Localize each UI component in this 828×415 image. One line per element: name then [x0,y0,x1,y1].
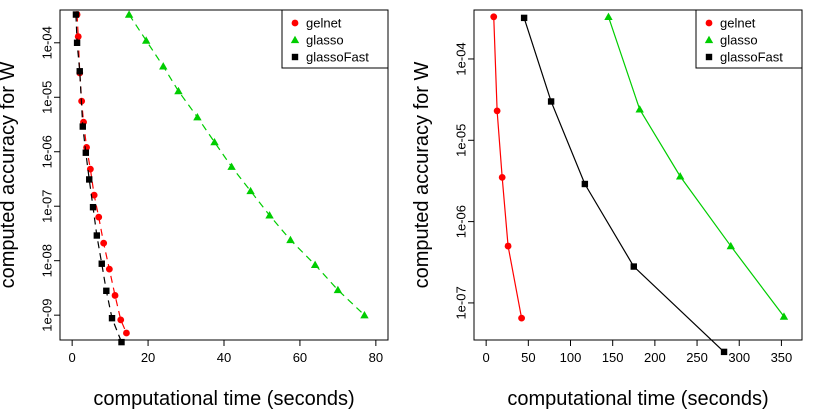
y-tick-label: 1e-07 [453,286,468,319]
data-point-glassoFast [720,348,728,356]
y-axis-label: computed accuracy for W [411,62,433,289]
data-point-glasso [227,162,236,170]
x-tick-label: 350 [771,350,793,365]
data-point-glasso [635,105,644,113]
legend: gelnet glasso glassoFast [281,9,389,69]
x-tick-label: 0 [483,350,490,365]
data-point-glasso [286,235,295,244]
data-point-glasso [193,113,202,121]
data-point-glasso [141,36,151,44]
data-point-glassoFast [118,338,125,346]
x-tick-label: 80 [369,350,383,365]
y-tick-label: 1e-04 [39,26,54,59]
data-point-glasso [159,62,168,70]
data-point-glasso [310,260,320,268]
legend-box [695,9,803,69]
data-point-glassoFast [93,232,101,239]
legend-marker-gelnet [705,19,713,27]
legend-label-glassoFast: glassoFast [306,50,369,65]
data-point-glasso [265,211,274,219]
data-point-glassoFast [547,98,555,105]
data-point-glassoFast [108,314,116,322]
y-tick-label: 1e-06 [39,135,54,168]
x-tick-label: 20 [141,350,155,365]
chart-panel-1: 0 20 40 60 80 1e-09 1e-08 1e-07 1e-06 1e-05 1e-04 c… [0,9,389,410]
data-point-glasso [124,10,134,18]
data-point-glassoFast [520,14,528,22]
y-tick-label: 1e-04 [453,42,468,75]
data-point-gelnet [111,292,119,299]
x-tick-label: 100 [560,350,582,365]
data-point-gelnet [90,191,98,199]
series-line-gelnet [493,16,523,319]
data-point-glasso [604,12,613,20]
legend-marker-gelnet [291,19,299,27]
data-point-gelnet [95,213,103,221]
data-point-glassoFast [76,68,83,75]
data-point-glassoFast [89,203,97,211]
data-point-glasso [333,285,343,294]
plot-frame [473,9,803,341]
data-point-gelnet [518,314,525,322]
y-tick-label: 1e-09 [39,299,54,332]
legend-label-gelnet: gelnet [306,16,342,31]
legend-marker-glasso [704,35,714,44]
data-point-glassoFast [630,263,637,270]
data-point-gelnet [123,329,130,337]
legend-marker-glassoFast [291,53,299,61]
data-point-gelnet [504,242,512,250]
x-tick-label: 0 [69,350,76,365]
legend-label-glassoFast: glassoFast [720,50,783,65]
data-point-gelnet [105,265,113,273]
data-point-glassoFast [103,287,110,295]
data-point-glassoFast [82,149,90,156]
data-point-gelnet [490,13,498,21]
x-tick-label: 50 [521,350,535,365]
data-point-glasso [726,241,735,250]
data-point-glassoFast [73,39,81,46]
y-tick-label: 1e-06 [453,205,468,238]
legend: gelnet glasso glassoFast [695,9,803,69]
data-point-glasso [210,137,219,146]
data-point-glasso [360,310,369,319]
x-tick-label: 300 [728,350,750,365]
data-point-gelnet [498,173,506,181]
x-tick-label: 150 [602,350,624,365]
legend-label-glasso: glasso [306,33,344,48]
data-point-gelnet [493,107,501,115]
data-point-glassoFast [86,176,93,183]
chart-panel-2: 0 50 100 150 200 250 300 350 1e-07 1e-06 1e-05 1e-0… [411,9,803,410]
data-point-glasso [246,186,255,195]
data-point-glassoFast [72,11,80,18]
data-point-glasso [174,86,183,95]
data-point-gelnet [74,33,82,40]
data-point-glasso [779,312,789,320]
data-point-gelnet [100,239,108,247]
y-tick-label: 1e-07 [39,190,54,223]
legend-label-glasso: glasso [720,33,758,48]
legend-marker-glasso [290,35,300,44]
x-tick-label: 200 [644,350,666,365]
data-point-gelnet [117,316,125,324]
y-tick-label: 1e-08 [39,244,54,277]
legend-box [281,9,389,69]
data-point-glasso [675,172,685,180]
series-line-glassoFast [523,17,725,353]
data-point-glassoFast [79,123,86,130]
x-axis-label: computational time (seconds) [507,388,768,410]
y-axis-label: computed accuracy for W [0,62,19,289]
x-axis-label: computational time (seconds) [93,388,354,410]
x-tick-label: 60 [293,350,307,365]
series-line-gelnet [76,14,127,334]
y-tick-label: 1e-05 [39,81,54,114]
legend-marker-glassoFast [705,53,713,61]
x-tick-label: 250 [686,350,708,365]
y-tick-label: 1e-05 [453,124,468,157]
series-line-glassoFast [75,14,123,343]
data-point-glassoFast [98,260,105,267]
x-tick-label: 40 [217,350,231,365]
data-point-glassoFast [581,180,589,188]
legend-label-gelnet: gelnet [720,16,756,31]
